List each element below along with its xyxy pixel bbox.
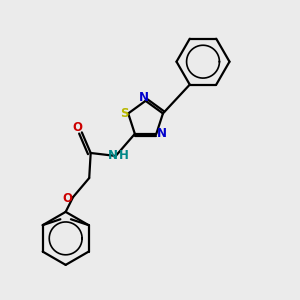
Text: N: N xyxy=(157,127,166,140)
Text: H: H xyxy=(119,149,129,162)
Text: S: S xyxy=(120,107,129,120)
Text: N: N xyxy=(139,91,149,104)
Text: O: O xyxy=(72,122,82,134)
Text: O: O xyxy=(63,192,73,205)
Text: N: N xyxy=(108,149,118,162)
